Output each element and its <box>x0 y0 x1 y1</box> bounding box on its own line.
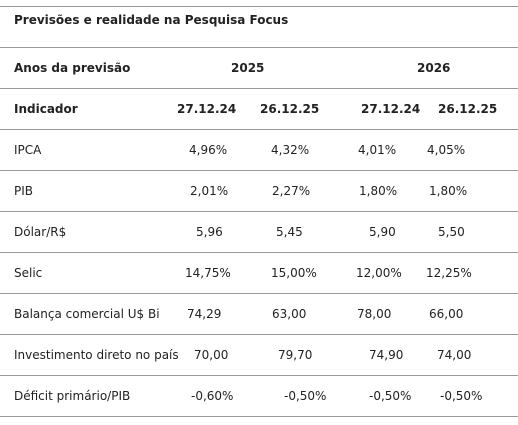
indicator-header: Indicador <box>14 102 78 116</box>
row-label: Selic <box>14 266 43 280</box>
row-label: Balança comercial U$ Bi <box>14 307 160 321</box>
row-value-3: 4,01% <box>358 143 397 157</box>
col-header-4: 26.12.25 <box>438 102 498 116</box>
row-value-3: 78,00 <box>357 307 392 321</box>
row-value-4: 4,05% <box>427 143 466 157</box>
row-value-4: 66,00 <box>429 307 464 321</box>
table-row-dolar: Dólar/R$ 5,96 5,45 5,90 5,50 <box>0 211 518 252</box>
table-row-pib: PIB 2,01% 2,27% 1,80% 1,80% <box>0 170 518 211</box>
row-label: Investimento direto no país <box>14 348 179 362</box>
row-label: IPCA <box>14 143 42 157</box>
row-value-4: 5,50 <box>438 225 465 239</box>
col-header-3: 27.12.24 <box>361 102 421 116</box>
table-row-deficit: Déficit primário/PIB -0,60% -0,50% -0,50… <box>0 375 518 417</box>
row-value-4: -0,50% <box>440 389 483 403</box>
table-title: Previsões e realidade na Pesquisa Focus <box>14 13 289 27</box>
row-value-1: -0,60% <box>191 389 234 403</box>
row-value-3: 5,90 <box>369 225 396 239</box>
row-value-2: 4,32% <box>271 143 310 157</box>
row-value-1: 5,96 <box>196 225 223 239</box>
table-row-balanca: Balança comercial U$ Bi 74,29 63,00 78,0… <box>0 293 518 334</box>
row-value-3: 12,00% <box>356 266 402 280</box>
row-value-2: -0,50% <box>284 389 327 403</box>
row-value-2: 63,00 <box>272 307 307 321</box>
row-value-3: 74,90 <box>369 348 404 362</box>
row-value-1: 74,29 <box>187 307 222 321</box>
years-header-row: Anos da previsão 2025 2026 <box>0 47 518 88</box>
row-value-1: 4,96% <box>189 143 228 157</box>
table-row-selic: Selic 14,75% 15,00% 12,00% 12,25% <box>0 252 518 293</box>
row-label: Dólar/R$ <box>14 225 67 239</box>
row-value-2: 15,00% <box>271 266 317 280</box>
years-header-label: Anos da previsão <box>14 61 131 75</box>
row-value-3: 1,80% <box>359 184 398 198</box>
row-value-4: 1,80% <box>429 184 468 198</box>
row-value-1: 2,01% <box>190 184 229 198</box>
year-2026-header: 2026 <box>417 61 451 75</box>
row-value-2: 79,70 <box>278 348 313 362</box>
row-value-3: -0,50% <box>369 389 412 403</box>
columns-header-row: Indicador 27.12.24 26.12.25 27.12.24 26.… <box>0 88 518 129</box>
row-value-2: 2,27% <box>272 184 311 198</box>
col-header-2: 26.12.25 <box>260 102 320 116</box>
table-row-ipca: IPCA 4,96% 4,32% 4,01% 4,05% <box>0 129 518 170</box>
row-value-1: 70,00 <box>194 348 229 362</box>
col-header-1: 27.12.24 <box>177 102 237 116</box>
row-value-1: 14,75% <box>185 266 231 280</box>
row-value-4: 74,00 <box>437 348 472 362</box>
table-title-row: Previsões e realidade na Pesquisa Focus <box>0 6 518 47</box>
row-label: Déficit primário/PIB <box>14 389 131 403</box>
year-2025-header: 2025 <box>231 61 265 75</box>
table-row-investimento: Investimento direto no país 70,00 79,70 … <box>0 334 518 375</box>
focus-table: Previsões e realidade na Pesquisa Focus … <box>0 6 518 417</box>
row-value-2: 5,45 <box>276 225 303 239</box>
row-label: PIB <box>14 184 34 198</box>
row-value-4: 12,25% <box>426 266 472 280</box>
